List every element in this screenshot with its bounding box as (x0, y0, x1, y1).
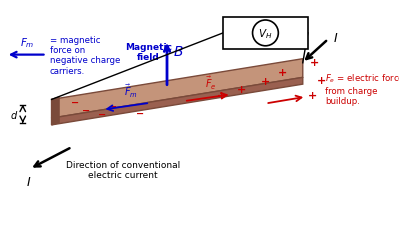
Text: −: − (136, 109, 144, 118)
Text: +: + (310, 58, 319, 68)
Polygon shape (51, 78, 303, 125)
Text: −: − (109, 101, 117, 111)
Text: $F_e$ = electric force
from charge
buildup.: $F_e$ = electric force from charge build… (325, 73, 399, 106)
Text: −: − (99, 109, 107, 119)
Text: $\vec{F}_e$: $\vec{F}_e$ (205, 74, 217, 91)
Text: $F_m$: $F_m$ (20, 36, 34, 50)
FancyBboxPatch shape (223, 18, 308, 50)
Text: $\vec{F}_m$: $\vec{F}_m$ (124, 82, 138, 99)
Text: Direction of conventional
electric current: Direction of conventional electric curre… (66, 160, 180, 180)
Text: +: + (237, 84, 246, 94)
Text: $B$: $B$ (173, 45, 184, 59)
Text: +: + (217, 91, 226, 101)
Text: $I$: $I$ (26, 175, 31, 188)
Polygon shape (51, 98, 59, 125)
Text: $d$: $d$ (10, 109, 18, 121)
Text: −: − (71, 98, 79, 108)
Text: −: − (81, 106, 90, 116)
Text: +: + (317, 75, 326, 85)
Circle shape (253, 21, 279, 47)
Polygon shape (51, 59, 303, 118)
Text: $I$: $I$ (333, 32, 338, 45)
Text: +: + (308, 91, 318, 101)
Text: = magnetic
force on
negative charge
carriers.: = magnetic force on negative charge carr… (50, 35, 120, 75)
Text: Magnetic
field: Magnetic field (125, 42, 172, 62)
Text: +: + (278, 68, 287, 78)
Text: $V_H$: $V_H$ (258, 27, 273, 41)
Text: +: + (261, 76, 270, 86)
